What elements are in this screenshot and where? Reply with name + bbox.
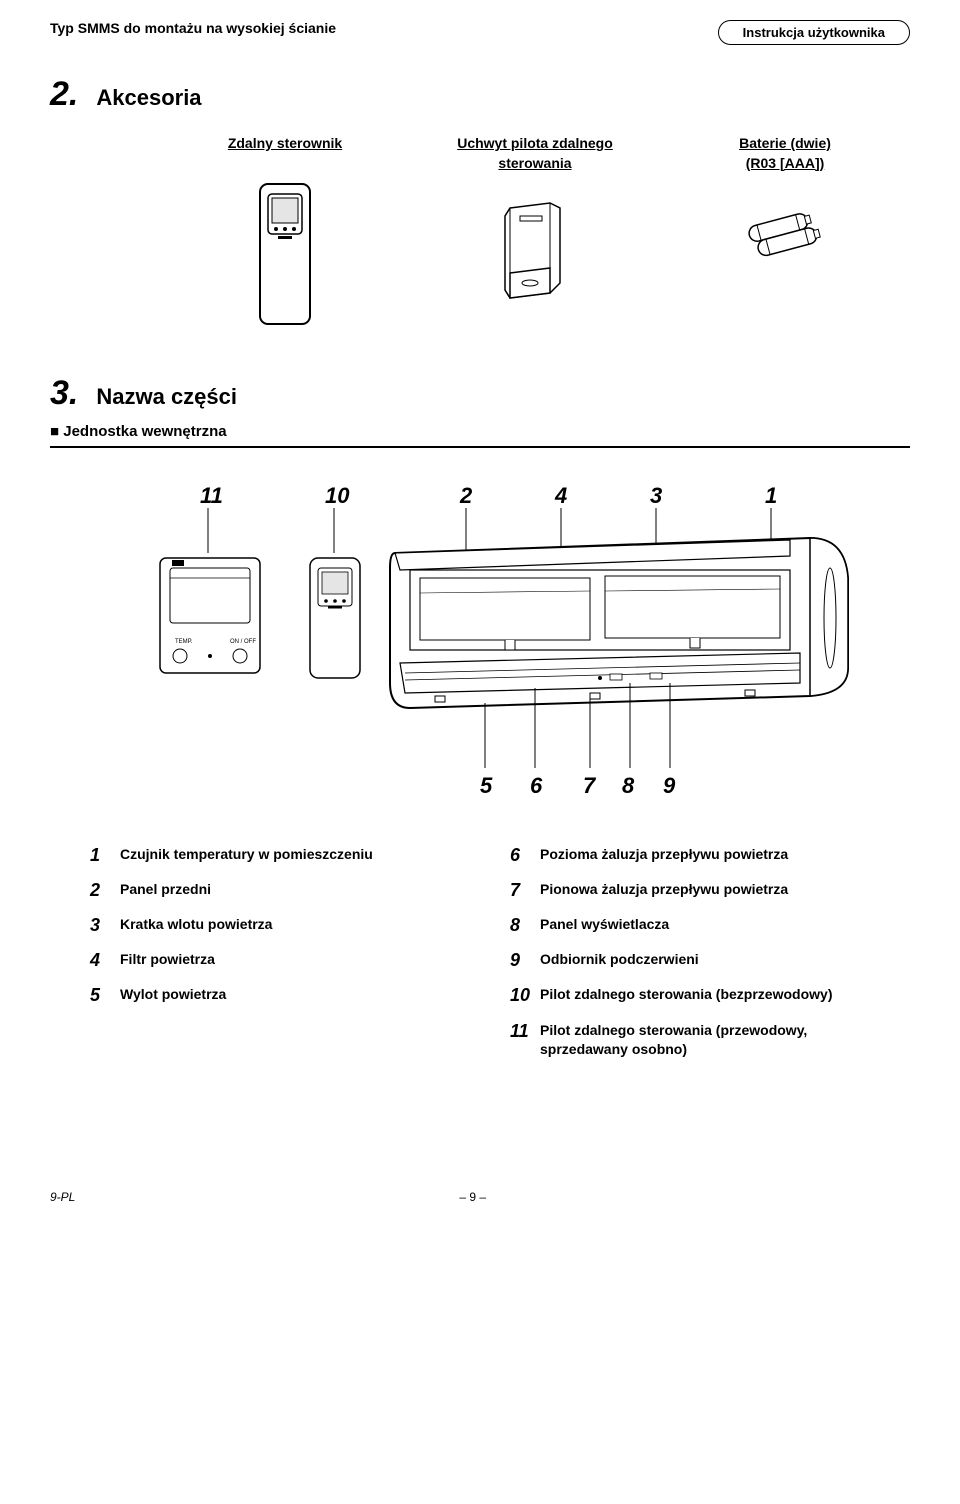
- part-row: 6 Pozioma żaluzja przepływu powietrza: [510, 843, 870, 868]
- remote-holder-icon: [490, 198, 580, 313]
- accessory-batteries: Baterie (dwie) (R03 [AAA]): [685, 134, 885, 334]
- accessory-holder: Uchwyt pilota zdalnego sterowania: [435, 134, 635, 334]
- part-row: 9 Odbiornik podczerwieni: [510, 948, 870, 973]
- indoor-unit-diagram: 11 10 2 4 3 1 TEMP. ON / OFF: [50, 478, 910, 813]
- svg-text:TEMP.: TEMP.: [175, 639, 193, 645]
- part-text: Panel przedni: [120, 878, 211, 900]
- section-2-number: 2.: [50, 75, 78, 114]
- accessories-row: Zdalny sterownik Uchwyt pilota zdalnego …: [160, 134, 910, 334]
- part-row: 8 Panel wyświetlacza: [510, 913, 870, 938]
- part-number: 2: [90, 878, 120, 903]
- parts-list: 1 Czujnik temperatury w pomieszczeniu 2 …: [90, 843, 870, 1070]
- page-header: Typ SMMS do montażu na wysokiej ścianie …: [50, 20, 910, 45]
- part-text: Panel wyświetlacza: [540, 913, 669, 935]
- svg-text:1: 1: [765, 483, 777, 508]
- svg-text:10: 10: [325, 483, 350, 508]
- svg-text:3: 3: [650, 483, 662, 508]
- part-number: 3: [90, 913, 120, 938]
- parts-right-column: 6 Pozioma żaluzja przepływu powietrza 7 …: [510, 843, 870, 1070]
- part-number: 9: [510, 948, 540, 973]
- divider: [50, 446, 910, 448]
- wireless-remote-icon: [310, 558, 360, 678]
- svg-text:5: 5: [480, 773, 493, 798]
- part-row: 1 Czujnik temperatury w pomieszczeniu: [90, 843, 450, 868]
- part-text: Pionowa żaluzja przepływu powietrza: [540, 878, 788, 900]
- accessory-remote-label: Zdalny sterownik: [185, 134, 385, 154]
- section-2-title: 2. Akcesoria: [50, 75, 910, 114]
- part-row: 7 Pionowa żaluzja przepływu powietrza: [510, 878, 870, 903]
- part-text: Pilot zdalnego sterowania (przewodowy, s…: [540, 1019, 870, 1060]
- part-row: 4 Filtr powietrza: [90, 948, 450, 973]
- svg-text:11: 11: [200, 483, 223, 508]
- part-number: 7: [510, 878, 540, 903]
- part-number: 10: [510, 983, 540, 1008]
- header-left: Typ SMMS do montażu na wysokiej ścianie: [50, 20, 336, 36]
- svg-text:4: 4: [554, 483, 567, 508]
- footer-page-number: – 9 –: [75, 1190, 870, 1204]
- section-2-name: Akcesoria: [96, 85, 201, 111]
- header-right-badge: Instrukcja użytkownika: [718, 20, 910, 45]
- svg-text:8: 8: [622, 773, 635, 798]
- part-number: 4: [90, 948, 120, 973]
- subsection-title: ■ Jednostka wewnętrzna: [50, 423, 910, 440]
- part-text: Wylot powietrza: [120, 983, 226, 1005]
- part-number: 8: [510, 913, 540, 938]
- parts-left-column: 1 Czujnik temperatury w pomieszczeniu 2 …: [90, 843, 450, 1070]
- part-text: Kratka wlotu powietrza: [120, 913, 272, 935]
- batteries-icon: [730, 198, 840, 273]
- accessory-remote: Zdalny sterownik: [185, 134, 385, 334]
- part-text: Pozioma żaluzja przepływu powietrza: [540, 843, 788, 865]
- part-row: 10 Pilot zdalnego sterowania (bezprzewod…: [510, 983, 870, 1008]
- part-number: 6: [510, 843, 540, 868]
- page-footer: 9-PL – 9 –: [50, 1190, 910, 1204]
- part-number: 11: [510, 1019, 540, 1044]
- part-number: 5: [90, 983, 120, 1008]
- subsection-indoor-unit: ■ Jednostka wewnętrzna: [50, 423, 910, 448]
- accessory-batteries-label: Baterie (dwie) (R03 [AAA]): [685, 134, 885, 173]
- part-row: 2 Panel przedni: [90, 878, 450, 903]
- remote-controller-icon: [250, 179, 320, 334]
- part-text: Filtr powietrza: [120, 948, 215, 970]
- svg-text:9: 9: [663, 773, 676, 798]
- part-text: Odbiornik podczerwieni: [540, 948, 699, 970]
- svg-text:7: 7: [583, 773, 597, 798]
- section-3-number: 3.: [50, 374, 78, 413]
- part-row: 3 Kratka wlotu powietrza: [90, 913, 450, 938]
- svg-text:2: 2: [459, 483, 473, 508]
- part-text: Czujnik temperatury w pomieszczeniu: [120, 843, 373, 865]
- wired-controller-icon: TEMP. ON / OFF: [160, 558, 260, 673]
- accessory-holder-label: Uchwyt pilota zdalnego sterowania: [435, 134, 635, 173]
- part-row: 5 Wylot powietrza: [90, 983, 450, 1008]
- part-text: Pilot zdalnego sterowania (bezprzewodowy…: [540, 983, 832, 1005]
- section-3-title: 3. Nazwa części: [50, 374, 910, 413]
- part-number: 1: [90, 843, 120, 868]
- svg-text:ON / OFF: ON / OFF: [230, 639, 256, 645]
- section-3-name: Nazwa części: [96, 384, 237, 410]
- part-row: 11 Pilot zdalnego sterowania (przewodowy…: [510, 1019, 870, 1060]
- indoor-unit-icon: [390, 538, 848, 708]
- svg-text:6: 6: [530, 773, 543, 798]
- footer-left: 9-PL: [50, 1190, 75, 1204]
